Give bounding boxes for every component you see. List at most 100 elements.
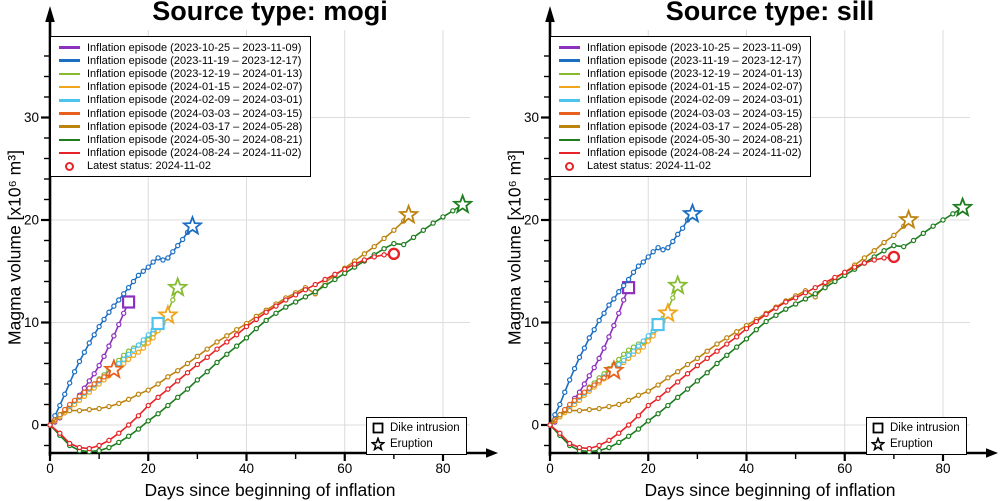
data-point [571, 365, 578, 372]
data-point [381, 245, 387, 252]
data-point [214, 359, 220, 366]
series-sill-1 [547, 202, 704, 428]
data-point [930, 223, 936, 229]
data-point [773, 312, 779, 319]
data-point [620, 357, 627, 364]
data-point [91, 371, 97, 377]
data-point [635, 348, 642, 354]
series-mogi-6 [47, 203, 420, 428]
data-point [62, 406, 68, 413]
data-point [253, 316, 260, 323]
dike-intrusion-marker [151, 316, 165, 331]
data-point [792, 301, 799, 307]
data-point [145, 264, 151, 270]
data-point [645, 418, 651, 424]
data-point [724, 341, 730, 347]
eruption-marker [681, 202, 704, 224]
data-point [645, 388, 651, 394]
data-point [704, 355, 710, 362]
data-point [263, 309, 269, 315]
data-point [675, 394, 681, 401]
legend-label: Inflation episode (2023-12-19 – 2024-01-… [587, 67, 803, 80]
data-point [130, 352, 137, 358]
latest-status-circle-icon [559, 161, 580, 171]
legend-label: Inflation episode (2024-03-03 – 2024-03-… [587, 107, 803, 120]
legend-label: Inflation episode (2023-10-25 – 2023-11-… [87, 41, 302, 54]
data-point [822, 284, 828, 291]
data-point [665, 387, 671, 393]
y-tick-label: 20 [524, 213, 539, 228]
data-point [420, 227, 427, 233]
data-point [635, 263, 642, 269]
data-point [145, 402, 151, 409]
legend-line-swatch [59, 85, 80, 89]
data-point [283, 297, 289, 303]
series-sill-6 [547, 208, 920, 428]
data-point [253, 325, 260, 332]
legend-line-swatch [59, 112, 80, 115]
x-tick-label: 40 [239, 461, 254, 476]
data-point [135, 272, 142, 279]
data-point [596, 317, 602, 324]
data-point [557, 412, 563, 418]
data-point [233, 343, 240, 349]
eruption-star-icon [371, 437, 385, 451]
data-point [547, 422, 553, 428]
data-point [155, 411, 161, 417]
series-mogi-1 [47, 214, 204, 428]
data-point [66, 440, 73, 447]
legend-row: Inflation episode (2023-11-19 – 2023-12-… [59, 54, 302, 67]
data-point [204, 346, 210, 352]
data-point [101, 374, 107, 380]
data-point [332, 276, 338, 283]
legend-row: Inflation episode (2024-01-15 – 2024-02-… [59, 81, 302, 94]
legend-label: Inflation episode (2023-11-19 – 2023-12-… [87, 54, 302, 67]
data-point [871, 257, 877, 263]
data-point [361, 257, 368, 263]
legend-line-swatch [559, 151, 580, 155]
data-point [101, 353, 107, 360]
dike-square-icon [872, 422, 884, 434]
data-point [312, 289, 318, 295]
data-point [86, 378, 93, 384]
data-point [76, 393, 83, 399]
data-point [135, 413, 142, 419]
data-point [342, 266, 348, 272]
legend-label: Inflation episode (2023-11-19 – 2023-12-… [587, 54, 802, 67]
legend-label: Inflation episode (2024-01-15 – 2024-02-… [587, 81, 803, 94]
data-point [106, 444, 112, 451]
data-point [140, 337, 147, 343]
legend-row: Inflation episode (2024-02-09 – 2024-03-… [59, 94, 302, 107]
data-point [165, 255, 171, 261]
latest-status-marker [887, 250, 901, 264]
data-point [586, 373, 593, 379]
data-point [111, 303, 117, 309]
data-point [591, 364, 597, 371]
data-point [635, 343, 642, 349]
data-point [571, 397, 578, 404]
data-point [802, 296, 809, 302]
data-point [581, 381, 588, 387]
data-point [616, 310, 622, 316]
data-point [351, 261, 358, 267]
data-point [381, 252, 387, 258]
data-point [160, 257, 166, 263]
data-point [625, 433, 632, 439]
data-point [130, 278, 137, 285]
data-point [881, 255, 887, 261]
data-point [640, 338, 647, 344]
data-point [616, 356, 622, 363]
data-point [194, 377, 201, 383]
data-point [194, 361, 201, 368]
data-point [76, 358, 83, 365]
data-point [596, 355, 602, 362]
legend-row: Inflation episode (2023-10-25 – 2023-11-… [59, 41, 302, 54]
data-point [640, 259, 647, 265]
x-tick-label: 0 [46, 461, 54, 476]
data-point [566, 377, 573, 383]
marker-legend: Dike intrusion Eruption [866, 417, 967, 455]
data-point [292, 292, 299, 298]
data-point [630, 269, 637, 275]
legend-line-swatch [59, 46, 80, 49]
data-point [66, 380, 73, 386]
